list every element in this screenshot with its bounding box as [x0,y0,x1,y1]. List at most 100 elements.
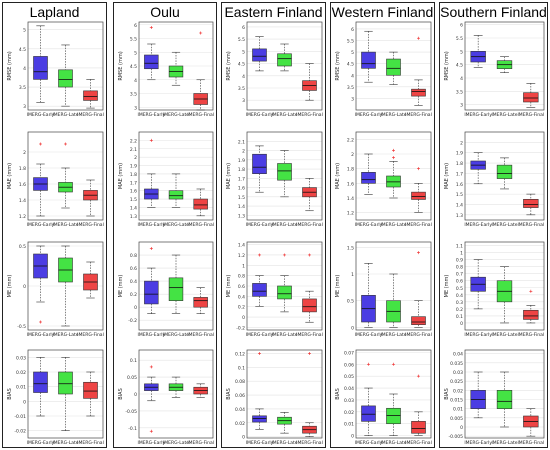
y-tick-label: 0.02 [453,388,463,394]
box-imerg-late [386,58,401,76]
x-tick-label: IMERG-Early [464,112,492,118]
y-tick-label: 3 [242,98,245,104]
y-tick-label: 1.5 [130,197,137,203]
y-tick-label: 1.9 [130,164,137,170]
y-tick-label: 0 [460,321,463,327]
plot-frame [355,241,432,331]
y-tick-label: 1.6 [130,189,137,195]
y-tick-label: 1.2 [347,211,354,217]
y-tick-label: -0.05 [125,409,137,415]
y-axis-label: ME (mm) [335,275,341,298]
y-tick-label: 0.6 [238,284,245,290]
column-title-western-finland: Western Finland [331,4,434,20]
x-tick-label: IMERG-Early [246,222,274,228]
x-tick-label: IMERG-Late [491,222,517,228]
x-tick-label: IMERG-Early [246,112,274,118]
y-tick-label: 4 [23,66,26,72]
y-tick-label: 6 [242,25,245,31]
y-tick-label: 0 [134,305,137,311]
y-tick-label: 1.3 [456,213,463,219]
y-tick-label: -0.2 [236,325,245,331]
box-imerg-early [33,371,48,393]
plot-frame [355,349,432,439]
y-tick-label: 1.2 [19,214,26,220]
x-tick-label: IMERG-Final [187,440,214,446]
y-axis-label: RMSE (mm) [7,51,13,80]
column-frame-western-finland [330,2,435,448]
y-tick-label: 0.005 [450,416,463,422]
box-imerg-final [523,92,539,103]
y-tick-label: 0.01 [453,407,463,413]
y-tick-label: 1.4 [130,205,137,211]
box-imerg-final [83,381,98,399]
plot-frame [355,21,432,111]
x-tick-label: IMERG-Early [464,222,492,228]
x-tick-label: IMERG-Early [355,440,383,446]
box-imerg-final [83,90,98,101]
y-tick-label: 0.1 [238,365,245,371]
box-imerg-late [58,69,73,88]
y-tick-label: 0 [351,325,354,331]
y-tick-label: 3.5 [130,92,137,98]
plot-frame [246,349,323,439]
plot-frame [138,241,214,331]
x-tick-label: IMERG-Early [27,112,55,118]
y-tick-label: 2 [351,152,354,158]
y-axis-label: RMSE (mm) [444,51,450,80]
y-tick-label: 4.5 [19,47,26,53]
box-imerg-early [144,54,159,70]
y-tick-label: 0.02 [235,421,245,427]
y-tick-label: 0 [242,315,245,321]
y-tick-label: 5 [460,49,463,55]
y-tick-label: 0.3 [456,300,463,306]
y-tick-label: 0.03 [344,398,354,404]
x-tick-label: IMERG-Final [517,440,544,446]
x-tick-label: IMERG-Final [517,332,544,338]
y-tick-label: 1.2 [238,253,245,259]
y-axis-label: RMSE (mm) [335,51,341,80]
y-tick-label: -0.02 [14,429,26,435]
y-tick-label: 1.4 [238,243,245,249]
x-tick-label: IMERG-Late [52,112,78,118]
x-tick-label: IMERG-Final [296,440,323,446]
x-tick-label: IMERG-Early [246,332,274,338]
box-imerg-late [277,163,292,181]
y-axis-label: MAE (mm) [7,163,13,189]
x-tick-label: IMERG-Late [380,332,406,338]
y-tick-label: 1.6 [238,186,245,192]
plot-frame [464,241,545,331]
y-tick-label: 0.03 [453,370,463,376]
y-axis-label: BIAS [118,388,124,400]
y-tick-label: 0 [23,284,26,290]
plot-frame [464,349,545,439]
y-tick-label: 1 [460,251,463,257]
box-imerg-final [523,198,539,208]
y-tick-label: 5 [134,50,137,56]
y-tick-label: -0.2 [128,318,137,324]
y-tick-label: 1.8 [456,161,463,167]
y-tick-label: 0.035 [450,361,463,367]
y-axis-label: ME (mm) [444,275,450,298]
y-tick-label: 3.5 [456,89,463,95]
y-tick-label: 2 [460,140,463,146]
plot-frame [246,131,323,221]
box-imerg-early [144,280,159,305]
box-imerg-early [252,283,267,297]
y-tick-label: 4 [242,74,245,80]
y-tick-label: 5.5 [238,37,245,43]
y-tick-label: 0.01 [344,422,354,428]
x-tick-label: IMERG-Final [405,332,432,338]
y-tick-label: 0.4 [130,279,137,285]
column-title-oulu: Oulu [150,4,180,20]
y-tick-label: 0.06 [344,362,354,368]
x-tick-label: IMERG-Early [355,332,383,338]
plot-frame [27,241,104,331]
x-tick-label: IMERG-Late [163,440,189,446]
x-tick-label: IMERG-Early [138,332,166,338]
plot-frame [246,241,323,331]
y-tick-label: 0.06 [235,393,245,399]
y-tick-label: 0.02 [344,410,354,416]
y-tick-label: 1 [351,272,354,278]
y-tick-label: 2 [23,150,26,156]
x-tick-label: IMERG-Final [77,332,104,338]
